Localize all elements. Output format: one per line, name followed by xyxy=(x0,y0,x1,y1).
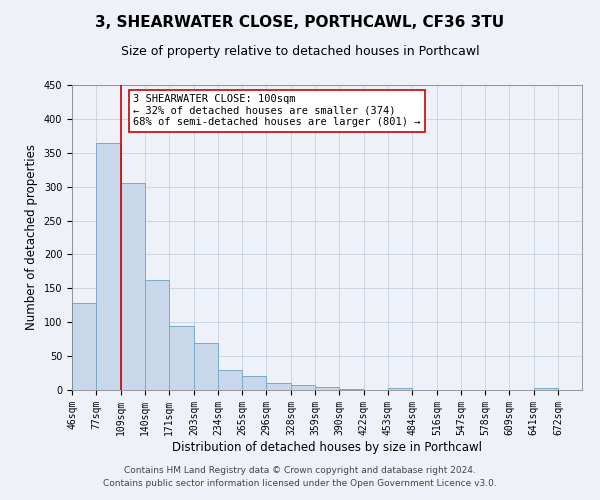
Bar xyxy=(121,184,145,390)
Bar xyxy=(242,376,266,390)
Bar xyxy=(534,388,558,390)
Text: 3 SHEARWATER CLOSE: 100sqm
← 32% of detached houses are smaller (374)
68% of sem: 3 SHEARWATER CLOSE: 100sqm ← 32% of deta… xyxy=(133,94,421,128)
Bar xyxy=(194,342,218,390)
Bar xyxy=(96,142,121,390)
Bar xyxy=(169,326,194,390)
Bar xyxy=(218,370,242,390)
Bar xyxy=(266,383,291,390)
Bar xyxy=(388,388,412,390)
Bar xyxy=(291,384,315,390)
Bar xyxy=(145,280,169,390)
X-axis label: Distribution of detached houses by size in Porthcawl: Distribution of detached houses by size … xyxy=(172,440,482,454)
Y-axis label: Number of detached properties: Number of detached properties xyxy=(25,144,38,330)
Text: 3, SHEARWATER CLOSE, PORTHCAWL, CF36 3TU: 3, SHEARWATER CLOSE, PORTHCAWL, CF36 3TU xyxy=(95,15,505,30)
Bar xyxy=(315,386,339,390)
Text: Size of property relative to detached houses in Porthcawl: Size of property relative to detached ho… xyxy=(121,45,479,58)
Bar xyxy=(339,388,364,390)
Bar xyxy=(72,303,96,390)
Text: Contains HM Land Registry data © Crown copyright and database right 2024.
Contai: Contains HM Land Registry data © Crown c… xyxy=(103,466,497,487)
